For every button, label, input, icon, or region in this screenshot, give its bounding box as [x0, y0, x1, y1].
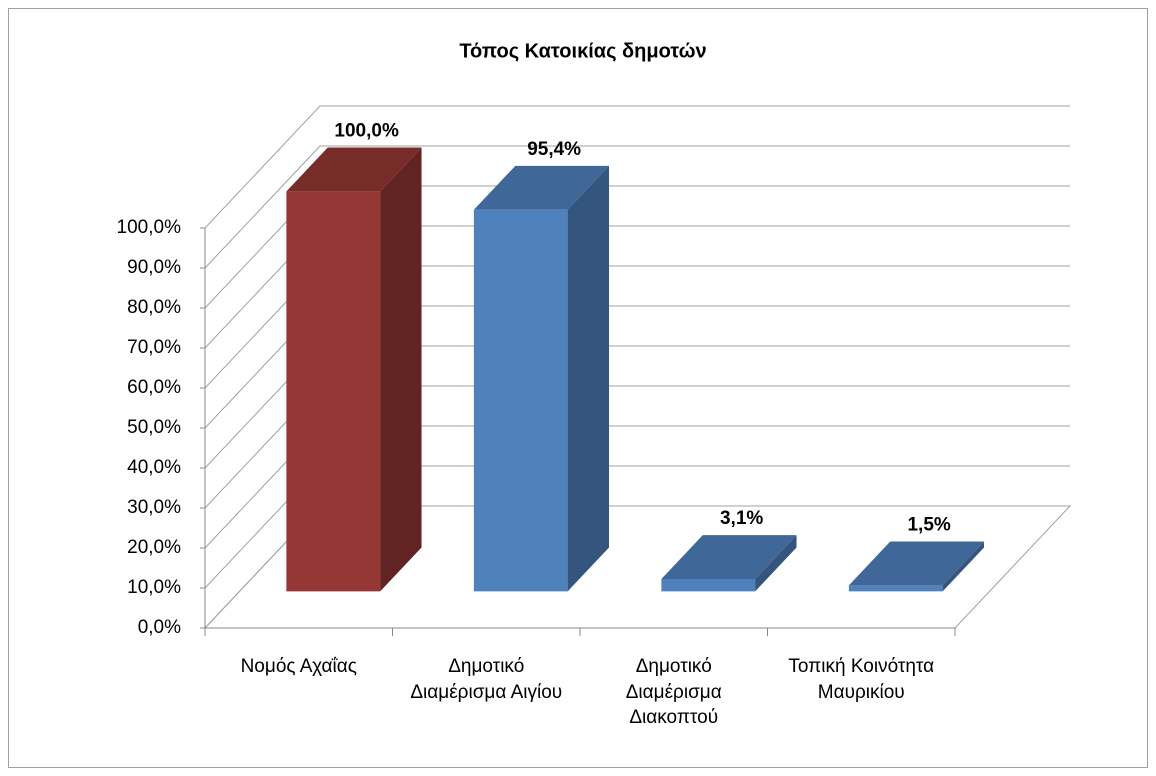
y-tick-label: 80,0%	[127, 297, 181, 318]
x-tick-label: Δημοτικό Διαμέρισμα Διακοπτού	[625, 656, 722, 729]
value-label: 100,0%	[334, 120, 399, 141]
bar-front	[848, 585, 943, 592]
x-tick-label: Τοπική Κοινότητα Μαυρικίου	[788, 656, 935, 703]
grid-line	[204, 105, 321, 229]
bar	[848, 541, 985, 592]
bar-front	[661, 579, 756, 592]
bar-top	[286, 147, 422, 192]
bar-front	[473, 209, 568, 592]
y-tick-label: 40,0%	[127, 457, 181, 478]
bar-side	[567, 165, 610, 592]
y-tick-label: 50,0%	[127, 417, 181, 438]
chart-title: Τόπος Κατοικίας δημοτών	[459, 40, 706, 62]
y-tick-label: 20,0%	[127, 537, 181, 558]
bar-side	[380, 147, 422, 592]
bar-front	[286, 191, 381, 592]
bar	[661, 535, 797, 592]
value-label: 3,1%	[720, 508, 763, 529]
y-tick-label: 0,0%	[138, 617, 181, 638]
bar-top	[473, 165, 610, 210]
bar	[286, 147, 422, 592]
bar-top	[848, 541, 985, 586]
bar	[473, 165, 610, 592]
value-label: 1,5%	[907, 514, 950, 535]
bar-top	[661, 535, 797, 579]
y-tick-label: 60,0%	[127, 377, 181, 398]
value-label: 95,4%	[527, 139, 581, 160]
x-tick-label: Νομός Αχαΐας	[240, 656, 357, 677]
y-tick-label: 100,0%	[117, 217, 182, 238]
y-tick-label: 90,0%	[127, 257, 181, 278]
x-tick-label: Δημοτικό Διαμέρισμα Αιγίου	[410, 656, 563, 703]
y-tick-label: 70,0%	[127, 337, 181, 358]
grid-line	[204, 145, 321, 269]
bar-side	[942, 541, 985, 592]
y-tick-label: 30,0%	[127, 497, 181, 518]
y-tick-label: 10,0%	[127, 577, 181, 598]
bar-side	[755, 535, 797, 592]
